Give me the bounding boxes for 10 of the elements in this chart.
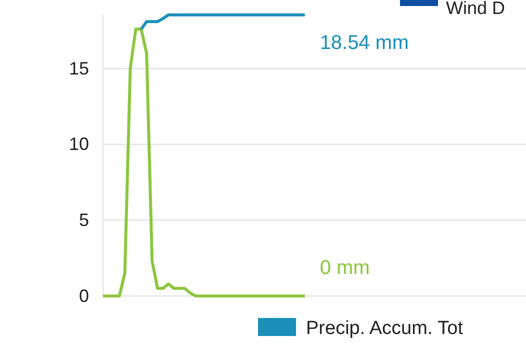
y-tick-label: 0 <box>78 286 89 306</box>
line-series <box>102 28 306 298</box>
annotation: 18.54 mm <box>320 32 409 54</box>
annotation: 0 mm <box>320 257 370 279</box>
y-tick-label: 15 <box>68 58 89 78</box>
legend-label: Precip. Accum. Tot <box>306 318 464 339</box>
y-tick-label: 5 <box>78 210 89 230</box>
y-tick-label: 10 <box>68 134 89 154</box>
annotation: Wind D <box>446 0 506 18</box>
line-series <box>140 13 306 31</box>
